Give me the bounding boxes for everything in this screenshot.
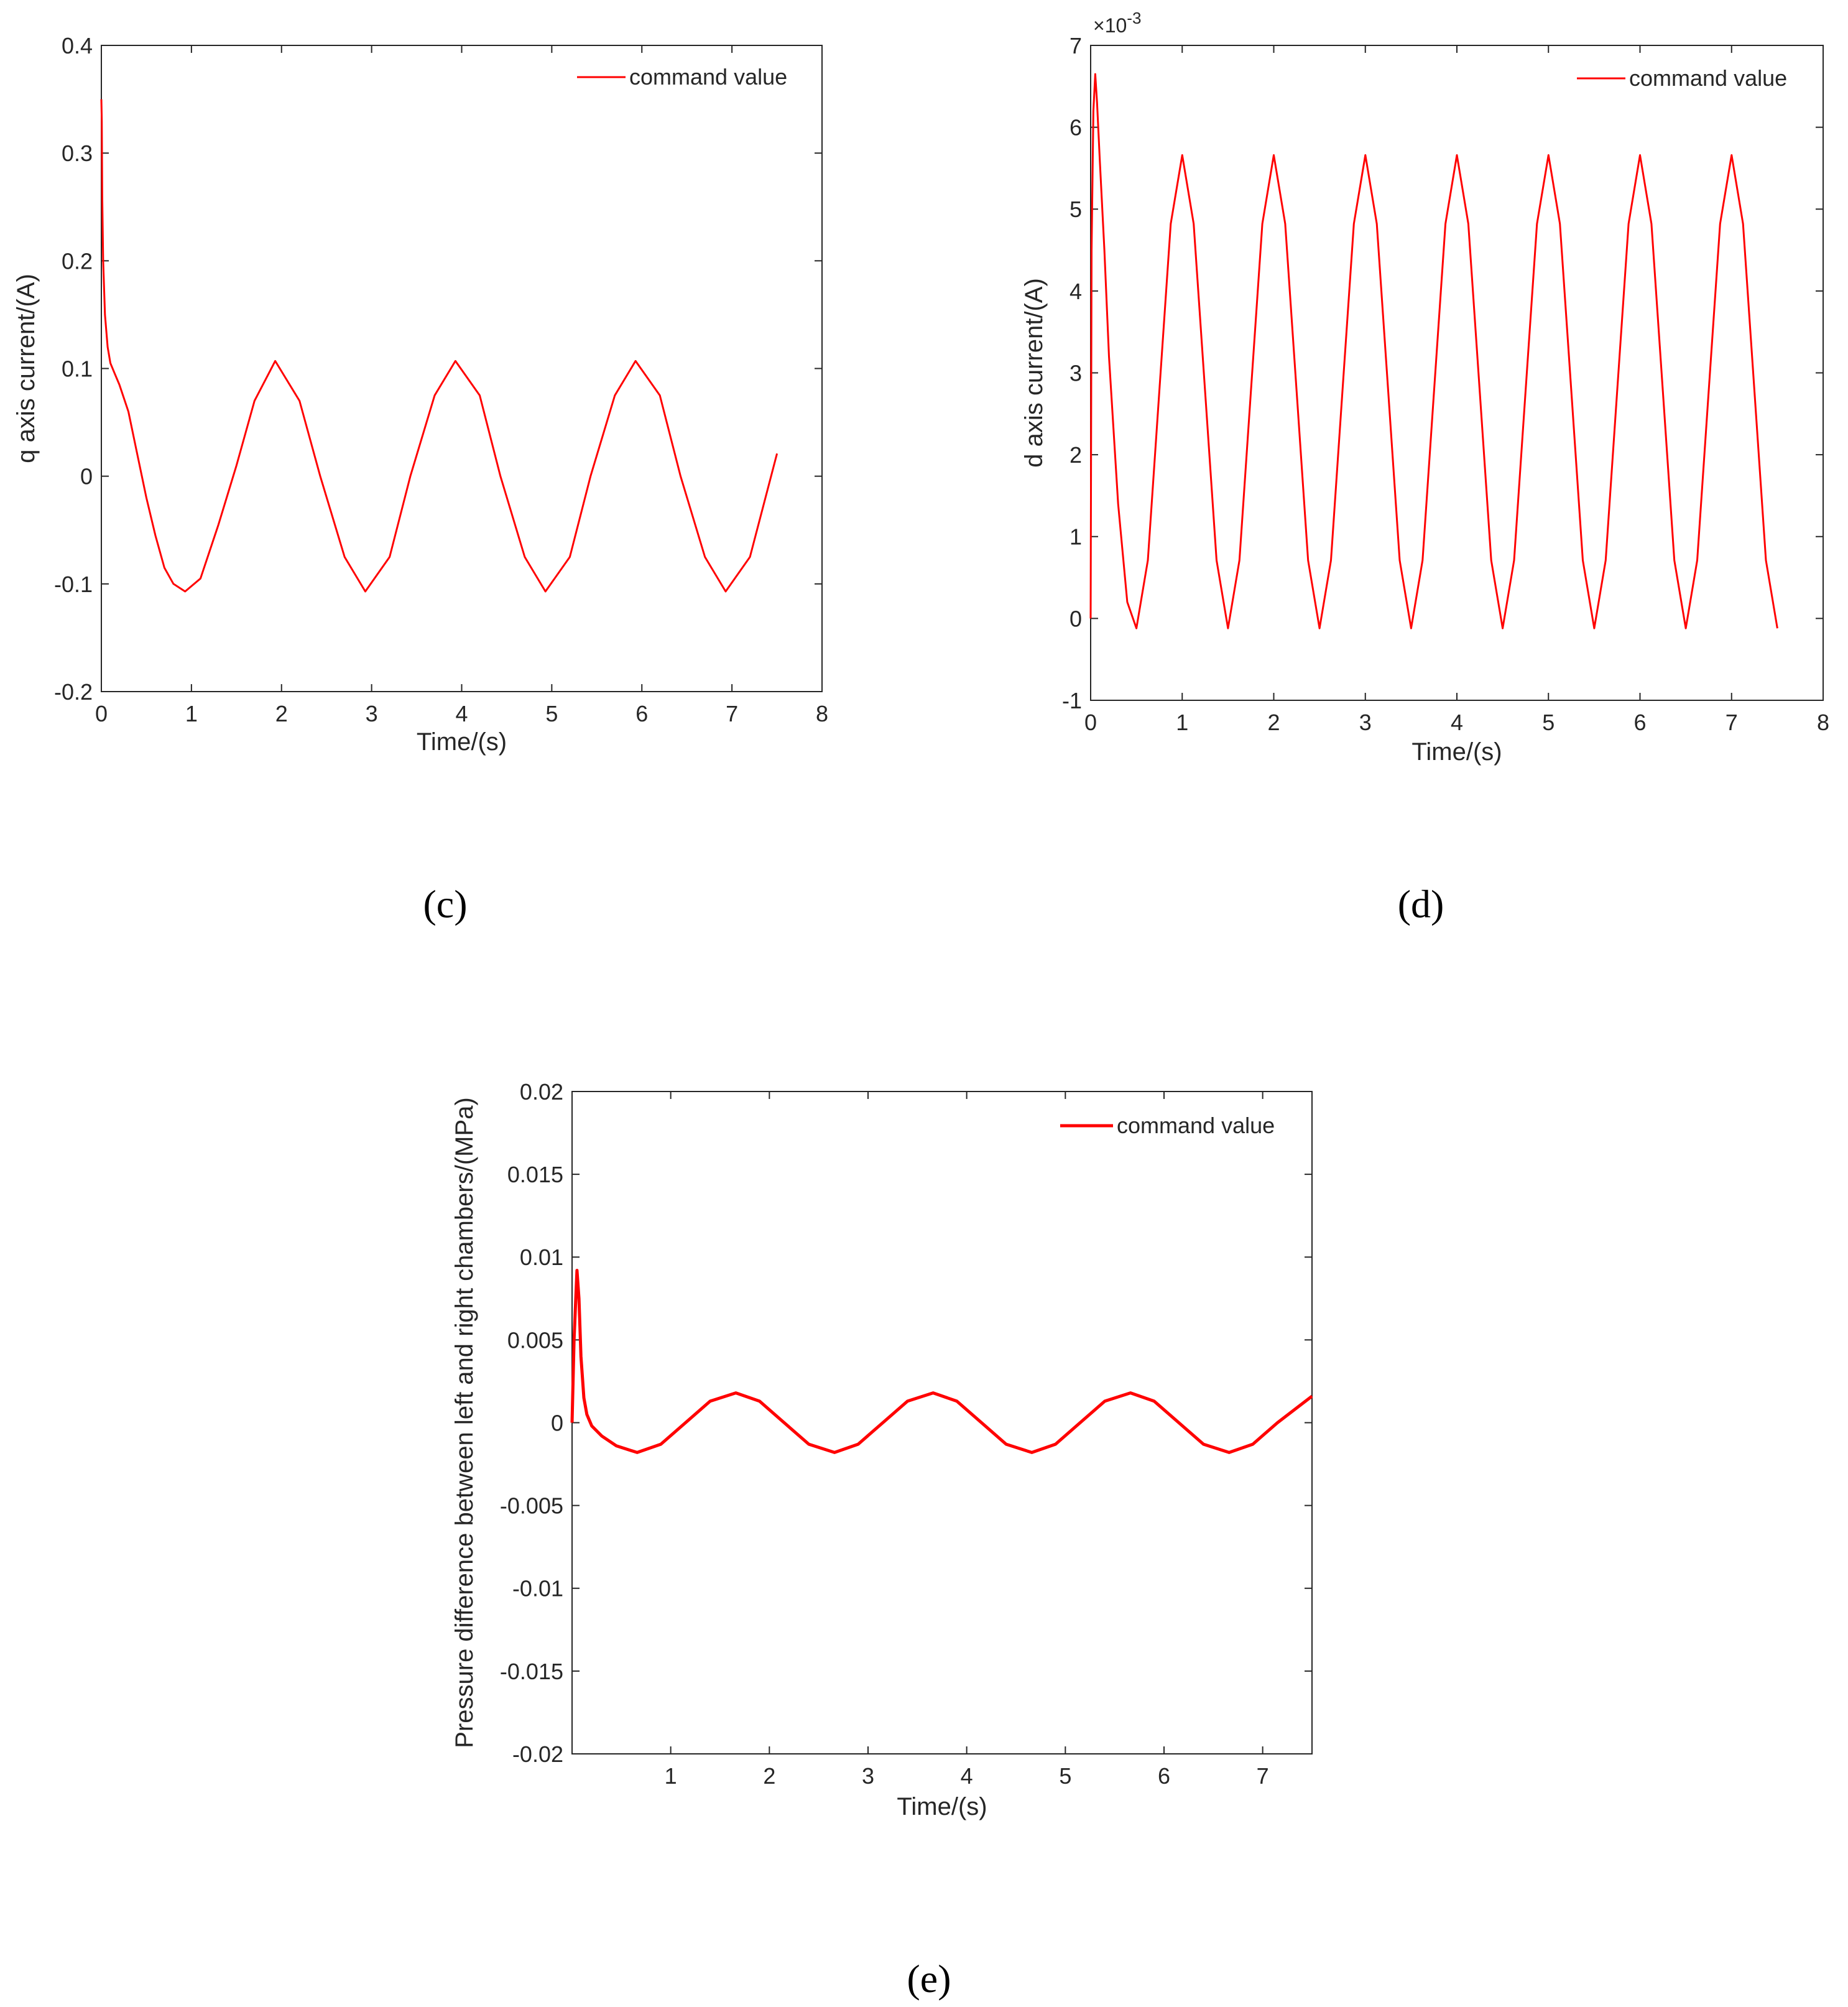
- x-tick-label: 5: [545, 701, 558, 726]
- y-tick-label: 0.02: [520, 1079, 563, 1105]
- y-tick-label: -0.02: [512, 1741, 563, 1767]
- x-axis-label: Time/(s): [1411, 738, 1502, 766]
- x-tick-label: 0: [95, 701, 108, 726]
- y-tick-label: 5: [1070, 197, 1082, 222]
- x-tick-label: 1: [665, 1763, 677, 1789]
- plot-frame: [1090, 45, 1824, 701]
- x-tick-label: 4: [1451, 710, 1463, 735]
- panel-label-d: (d): [1398, 882, 1444, 926]
- y-tick-label: 6: [1070, 115, 1082, 141]
- y-tick-label: -0.015: [500, 1659, 563, 1684]
- plot-frame: [571, 1091, 1313, 1754]
- y-tick-label: 0: [1070, 606, 1082, 631]
- y-tick-label: 0.015: [507, 1162, 563, 1187]
- chart-c: 0 1 2 3 4 5 6 7 8 -0.2 -0.1 0 0.1 0.2 0.3 0.4 command v…: [12, 33, 828, 756]
- chart-e: 1 2 3 4 5 6 7 -0.02 -0.015 -0.01 -0.005 0 0.005 0.01 0…: [451, 1079, 1313, 1820]
- x-tick-label: 7: [726, 701, 738, 726]
- legend: command value: [577, 64, 787, 90]
- panel-label-e: (e): [907, 1957, 951, 2001]
- x-tick-label: 8: [816, 701, 828, 726]
- x-tick-label: 6: [1158, 1763, 1170, 1789]
- x-tick-label: 3: [366, 701, 378, 726]
- x-tick-label: 8: [1817, 710, 1829, 735]
- y-tick-label: 0.3: [62, 141, 93, 166]
- x-tick-label: 6: [1633, 710, 1646, 735]
- y-tick-label: -0.2: [54, 679, 93, 705]
- y-tick-label: 1: [1070, 524, 1082, 550]
- legend-label: command value: [629, 64, 787, 90]
- legend-label: command value: [1629, 65, 1787, 91]
- x-tick-label: 1: [185, 701, 198, 726]
- y-tick-label: -0.005: [500, 1493, 563, 1519]
- y-tick-label: 4: [1070, 279, 1082, 304]
- x-tick-label: 4: [961, 1763, 973, 1789]
- y-tick-label: 3: [1070, 360, 1082, 386]
- y-tick-label: 0.005: [507, 1327, 563, 1353]
- x-axis-label: Time/(s): [897, 1793, 987, 1820]
- legend: command value: [1577, 65, 1787, 91]
- x-tick-label: 4: [455, 701, 468, 726]
- x-tick-label: 1: [1176, 710, 1188, 735]
- x-tick-label: 7: [1257, 1763, 1269, 1789]
- x-tick-label: 3: [1359, 710, 1372, 735]
- x-tick-label: 6: [635, 701, 648, 726]
- y-axis-label: q axis current/(A): [12, 274, 40, 463]
- y-tick-label: 0: [80, 464, 93, 489]
- x-tick-label: 2: [1267, 710, 1280, 735]
- y-axis-label: Pressure difference between left and rig…: [451, 1097, 478, 1748]
- x-tick-label: 2: [275, 701, 288, 726]
- y-axis-label: d axis current/(A): [1020, 278, 1048, 468]
- x-tick-label: 0: [1084, 710, 1097, 735]
- y-tick-label: 0.4: [62, 33, 93, 58]
- y-tick-label: -1: [1062, 688, 1082, 713]
- y-tick-label: 0.2: [62, 248, 93, 274]
- series-line-command-value: [570, 1269, 1313, 1454]
- y-axis-multiplier: ×10-3: [1093, 9, 1141, 37]
- y-tick-label: 0: [551, 1410, 563, 1435]
- y-tick-label: 0.1: [62, 356, 93, 381]
- y-tick-label: -0.01: [512, 1576, 563, 1601]
- legend: command value: [1060, 1113, 1275, 1138]
- panel-label-c: (c): [423, 882, 467, 926]
- x-tick-label: 5: [1542, 710, 1555, 735]
- series-line-command-value: [1089, 73, 1778, 629]
- y-tick-label: 2: [1070, 442, 1082, 468]
- y-multiplier-base: ×10: [1093, 14, 1127, 37]
- x-tick-label: 5: [1059, 1763, 1071, 1789]
- x-tick-label: 2: [763, 1763, 775, 1789]
- x-axis-label: Time/(s): [417, 728, 507, 756]
- legend-label: command value: [1117, 1113, 1275, 1138]
- y-tick-label: 0.01: [520, 1245, 563, 1270]
- x-tick-label: 3: [862, 1763, 874, 1789]
- y-multiplier-exponent: -3: [1127, 9, 1141, 27]
- y-tick-label: 7: [1070, 33, 1082, 58]
- x-tick-label: 7: [1726, 710, 1738, 735]
- series-line-command-value: [100, 99, 778, 593]
- y-tick-label: -0.1: [54, 572, 93, 597]
